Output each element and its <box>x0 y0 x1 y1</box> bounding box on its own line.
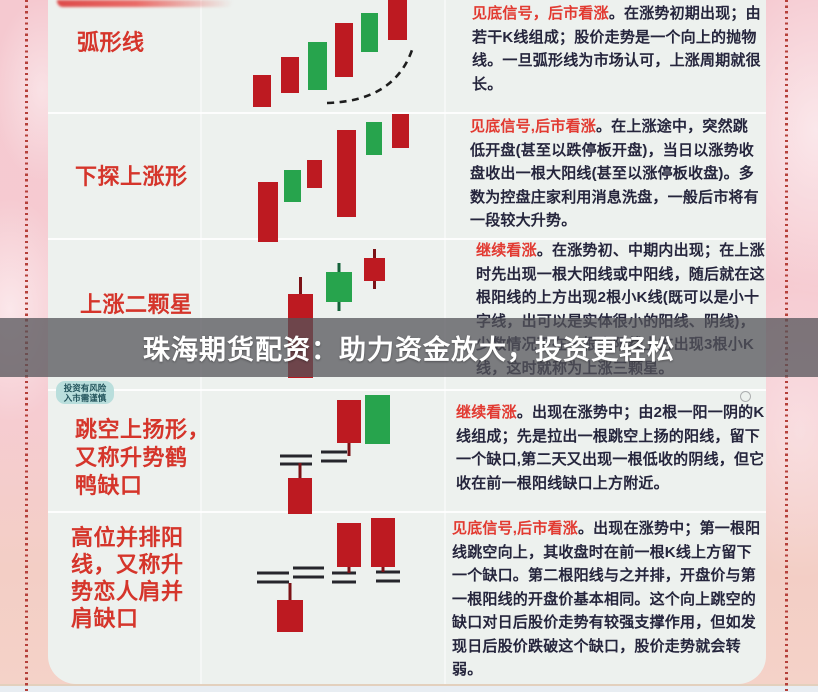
bottom-strip <box>0 686 818 692</box>
description-text: 。出现在涨势中；由2根一阳一阴的K线组成；先是拉出一根跳空上扬的阳线，留下一个缺… <box>456 404 765 492</box>
risk-warning-line2: 入市需谨慎 <box>63 393 107 403</box>
cropped-row-remnant <box>57 0 233 7</box>
pattern-label-arc-line: 弧形线 <box>77 30 145 55</box>
pattern-description-arc-line: 见底信号，后市看涨。在涨势初期出现；由若干K线组成；股价走势是一个向上的抛物线。… <box>472 2 762 96</box>
description-text: 。出现在涨势中；第一根阳线跳空向上，其收盘时在前一根K线上方留下一个缺口。第二根… <box>452 520 761 678</box>
risk-warning-line1: 投资有风险 <box>63 383 107 393</box>
signal-text: 继续看涨 <box>476 242 537 259</box>
description-text: 。在上涨途中，突然跳低开盘(甚至以跌停板开盘)，当日以涨势收盘收出一根大阳线(甚… <box>470 118 759 229</box>
pattern-label-gap-up: 跳空上扬形， 又称升势鹤 鸭缺口 <box>75 417 211 498</box>
row-separator <box>48 511 766 513</box>
bottom-divider <box>0 684 818 686</box>
pattern-description-probe-up: 见底信号,后市看涨。在上涨途中，突然跳低开盘(甚至以跌停板开盘)，当日以涨势收盘… <box>470 115 763 233</box>
row-separator <box>48 112 766 114</box>
watermark-band: 珠海期货配资：助力资金放大，投资更轻松 <box>0 318 818 377</box>
signal-text: 见底信号,后市看涨 <box>452 520 578 537</box>
description-text: 。在涨势初期出现；由若干K线组成；股价走势是一个向上的抛物线。一旦弧形线为市场认… <box>472 5 761 93</box>
row-separator <box>48 238 766 240</box>
circled-mark-icon <box>740 391 751 402</box>
watermark-text: 珠海期货配资：助力资金放大，投资更轻松 <box>143 335 675 365</box>
pattern-description-gap-up: 继续看涨。出现在涨势中；由2根一阳一阴的K线组成；先是拉出一根跳空上扬的阳线，留… <box>456 401 766 495</box>
signal-text: 继续看涨 <box>456 404 517 421</box>
row-separator <box>48 389 766 391</box>
signal-text: 见底信号，后市看涨 <box>472 5 609 22</box>
pattern-label-two-stars: 上涨二颗星 <box>80 292 193 317</box>
pattern-label-side-by-side: 高位并排阳 线，又称升 势恋人肩并 肩缺口 <box>71 525 184 631</box>
pattern-label-probe-up: 下探上涨形 <box>75 164 188 189</box>
signal-text: 见底信号,后市看涨 <box>470 118 596 135</box>
risk-warning-badge: 投资有风险 入市需谨慎 <box>56 381 114 404</box>
pattern-description-side-by-side: 见底信号,后市看涨。出现在涨势中；第一根阳线跳空向上，其收盘时在前一根K线上方留… <box>452 517 761 682</box>
